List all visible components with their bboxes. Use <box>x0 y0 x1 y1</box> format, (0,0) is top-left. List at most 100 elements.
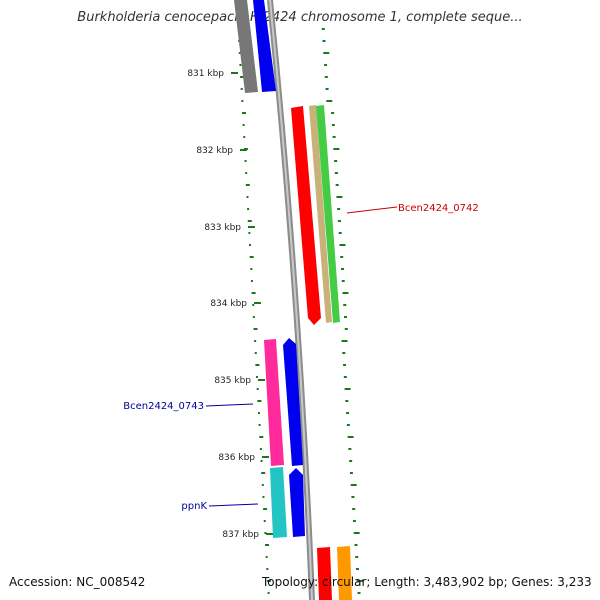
gc-dot <box>263 520 266 522</box>
gene-cyan[interactable] <box>270 467 287 538</box>
gc-dot <box>331 112 335 114</box>
gene-red-bottom[interactable] <box>317 547 332 600</box>
gc-dot <box>247 220 252 222</box>
gc-dot <box>240 76 245 78</box>
accession-text: Accession: NC_008542 <box>9 575 146 589</box>
gc-dot <box>325 88 329 90</box>
gc-dot <box>264 532 267 534</box>
gc-dot <box>342 292 349 294</box>
tick-label: 831 kbp <box>187 69 224 79</box>
gc-dot <box>266 580 271 582</box>
gc-dot <box>335 184 339 186</box>
gene-label-bcen2424-0743[interactable]: Bcen2424_0743 <box>123 401 204 412</box>
gc-dot <box>261 484 264 486</box>
gc-dot <box>256 376 259 378</box>
gene-pink[interactable] <box>264 339 284 466</box>
genome-summary-text: Topology: circular; Length: 3,483,902 bp… <box>262 575 592 589</box>
gc-dot <box>332 136 336 138</box>
tick-label: 834 kbp <box>210 299 247 309</box>
gene-gray-top[interactable] <box>234 0 258 93</box>
gc-dot <box>252 304 255 306</box>
gc-dot <box>256 388 259 390</box>
gc-dot <box>265 556 268 558</box>
gc-dot <box>346 412 350 414</box>
gc-dot <box>324 76 328 78</box>
gc-dot <box>348 448 352 450</box>
gc-dot <box>331 124 335 126</box>
gc-dot <box>343 364 347 366</box>
gc-dot <box>321 28 325 30</box>
gc-dot <box>242 124 245 126</box>
chromosome-backbone-highlight <box>269 0 313 600</box>
gc-dot <box>267 592 270 594</box>
gene-label-bcen2424-0742[interactable]: Bcen2424_0742 <box>398 203 479 214</box>
gc-dot <box>357 592 361 594</box>
gc-dot <box>350 484 357 486</box>
gc-dot <box>259 436 264 438</box>
gc-dot <box>324 64 328 66</box>
gc-dot <box>248 232 251 234</box>
gc-dot <box>259 448 262 450</box>
gene-blue-top[interactable] <box>253 0 276 92</box>
gc-dot <box>342 352 346 354</box>
gene-label-ppnk[interactable]: ppnK <box>181 501 207 512</box>
gc-dot <box>257 400 262 402</box>
gc-dot <box>258 424 261 426</box>
tick-label: 837 kbp <box>222 530 259 540</box>
leader-ppnk <box>208 503 259 507</box>
gc-dot <box>239 64 242 66</box>
gc-dot <box>334 172 338 174</box>
gc-dot <box>250 280 253 282</box>
gc-dot <box>349 472 353 474</box>
gc-dot <box>338 232 342 234</box>
gc-dot <box>262 496 265 498</box>
gc-dot <box>344 316 348 318</box>
gene-green[interactable] <box>316 105 340 323</box>
gc-dot <box>253 328 258 330</box>
gc-dot <box>352 508 356 510</box>
gc-dot <box>340 268 344 270</box>
leader-bcen2424-0742 <box>346 206 398 214</box>
gc-dot <box>263 508 268 510</box>
gc-dot <box>334 160 338 162</box>
gene-red-large[interactable] <box>291 106 321 325</box>
gc-dot <box>356 580 363 582</box>
gene-orange-bottom[interactable] <box>337 546 352 600</box>
tick-label: 832 kbp <box>196 146 233 156</box>
gc-dot <box>344 388 351 390</box>
gc-dot <box>252 316 255 318</box>
gene-blue-mid[interactable] <box>283 338 303 466</box>
gc-dot <box>249 244 252 246</box>
gc-dot <box>245 172 248 174</box>
gc-dot <box>355 568 359 570</box>
gc-dot <box>341 280 345 282</box>
gene-tan[interactable] <box>309 105 332 323</box>
gc-dot <box>323 52 330 54</box>
gc-dot <box>245 184 250 186</box>
gc-dot <box>352 520 356 522</box>
gc-dot <box>345 400 349 402</box>
leader-bcen2424-0743 <box>205 403 254 407</box>
tick-label: 836 kbp <box>218 453 255 463</box>
gc-dot <box>336 196 343 198</box>
gc-dot <box>343 376 347 378</box>
gc-dot <box>347 436 354 438</box>
gc-dot <box>243 136 246 138</box>
gc-dot <box>355 556 359 558</box>
gene-features <box>234 0 352 600</box>
gc-dot <box>265 544 270 546</box>
gc-dot <box>250 268 253 270</box>
tick-label: 833 kbp <box>204 223 241 233</box>
gc-dot <box>333 148 340 150</box>
gc-dot <box>261 472 266 474</box>
gene-blue-low[interactable] <box>289 468 305 537</box>
gc-dot <box>354 544 358 546</box>
gc-dot <box>249 256 254 258</box>
gc-dot <box>240 88 243 90</box>
position-ticks: 831 kbp 832 kbp 833 kbp 834 kbp 835 kbp 836 k… <box>187 69 273 540</box>
gc-dot <box>257 412 260 414</box>
gc-dot <box>322 40 326 42</box>
gc-dot <box>255 364 260 366</box>
gc-dot <box>341 340 348 342</box>
